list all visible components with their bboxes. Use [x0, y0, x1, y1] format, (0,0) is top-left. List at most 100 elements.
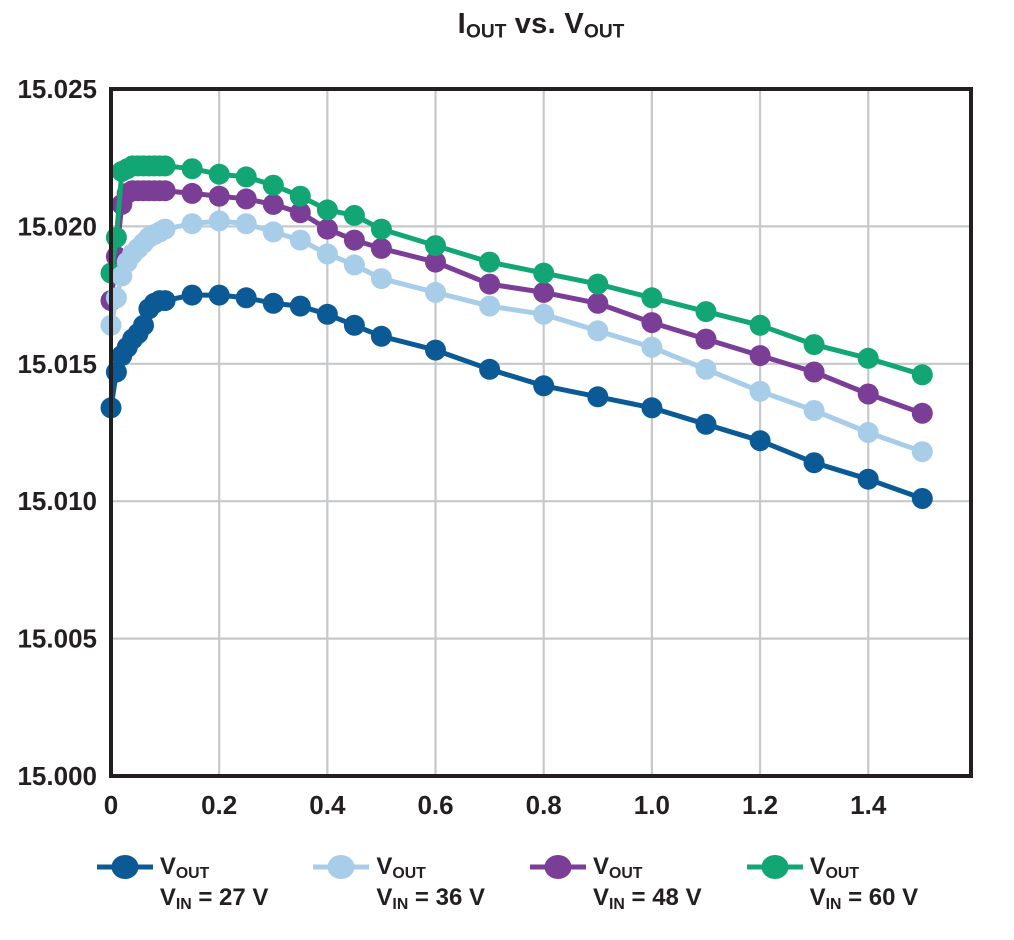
- legend-condition-label: VIN = 27 V: [159, 884, 269, 913]
- legend-series-label: VOUT: [159, 853, 210, 882]
- data-point-vin36: [803, 400, 825, 421]
- legend-condition-label: VIN = 36 V: [376, 884, 485, 913]
- data-point-vin27: [479, 358, 501, 380]
- data-point-vin48: [316, 218, 338, 240]
- series-line-vin27: [108, 292, 925, 501]
- data-point-vin60: [343, 204, 365, 226]
- data-point-vin27: [235, 287, 257, 309]
- y-tick-label: 15.010: [17, 486, 97, 516]
- y-tick-label: 15.000: [17, 761, 97, 791]
- data-point-vin27: [181, 284, 203, 306]
- data-point-vin27: [343, 314, 365, 336]
- legend-series-marker-icon: [96, 855, 153, 879]
- axis-box: [109, 87, 973, 778]
- data-point-vin48: [154, 180, 176, 202]
- data-point-vin36: [533, 303, 555, 325]
- data-point-vin60: [749, 314, 771, 336]
- data-point-vin36: [695, 358, 717, 380]
- data-point-vin36: [857, 422, 879, 443]
- data-point-vin27: [857, 468, 879, 490]
- data-point-vin27: [695, 413, 717, 435]
- x-tick-label: 1.0: [634, 790, 670, 820]
- data-point-vin60: [587, 273, 609, 295]
- data-point-vin36: [343, 254, 365, 276]
- data-point-vin60: [695, 301, 717, 323]
- data-point-vin48: [208, 185, 230, 207]
- data-point-vin27: [133, 314, 154, 336]
- data-point-vin27: [262, 292, 284, 314]
- data-point-vin48: [425, 251, 446, 273]
- legend-item: VOUT VIN = 27 V: [96, 852, 269, 914]
- data-point-vin36: [587, 320, 609, 342]
- plot-area: 15.000 15.005 15.010 15.015 15.020 15.025 0 0.2…: [17, 74, 973, 820]
- data-point-vin36: [911, 441, 933, 463]
- data-point-vin48: [641, 312, 663, 334]
- data-point-vin48: [803, 361, 825, 383]
- legend-series-label: VOUT: [376, 853, 426, 882]
- y-tick-label: 15.020: [17, 211, 97, 241]
- data-point-vin48: [479, 273, 501, 295]
- data-point-vin48: [181, 182, 203, 204]
- legend-series-label: VOUT: [593, 853, 643, 882]
- data-point-vin27: [749, 430, 771, 452]
- y-tick-label: 15.025: [17, 74, 97, 104]
- data-point-vin60: [235, 166, 257, 188]
- legend-item: VOUT VIN = 48 V: [529, 852, 702, 914]
- data-point-vin60: [533, 262, 555, 284]
- data-point-vin48: [533, 281, 555, 303]
- data-point-vin36: [235, 213, 257, 235]
- data-point-vin36: [749, 380, 771, 402]
- legend-item: VOUT VIN = 60 V: [746, 852, 918, 914]
- legend: VOUT VIN = 27 V VOUT VIN = 36 V VOUT VIN…: [0, 852, 1014, 914]
- data-point-vin36: [154, 218, 176, 240]
- data-point-vin60: [208, 163, 230, 185]
- y-tick-label: 15.015: [17, 349, 97, 379]
- data-point-vin60: [803, 334, 825, 356]
- data-point-vin27: [533, 375, 555, 397]
- data-point-vin36: [262, 221, 284, 243]
- x-tick-label: 0.2: [201, 790, 237, 820]
- legend-series-marker-icon: [313, 855, 370, 879]
- legend-series-label: VOUT: [809, 853, 860, 882]
- data-point-vin36: [425, 281, 446, 303]
- legend-condition-label: VIN = 48 V: [593, 884, 702, 913]
- data-point-vin36: [641, 336, 663, 358]
- data-point-vin60: [425, 235, 446, 257]
- data-point-vin48: [695, 328, 717, 350]
- data-point-vin48: [911, 402, 933, 424]
- data-point-vin27: [425, 339, 446, 361]
- data-point-vin60: [181, 158, 203, 180]
- data-point-vin27: [803, 452, 825, 474]
- data-point-vin60: [911, 364, 933, 386]
- data-point-vin36: [316, 243, 338, 265]
- x-tick-label: 0.4: [309, 790, 346, 820]
- legend-series-marker-icon: [530, 855, 586, 879]
- data-point-vin27: [316, 303, 338, 325]
- data-point-vin36: [289, 229, 311, 251]
- x-tick-label: 0.8: [526, 790, 562, 820]
- data-point-vin60: [641, 287, 663, 309]
- data-point-vin60: [289, 185, 311, 207]
- data-point-vin60: [479, 251, 501, 273]
- data-point-vin48: [343, 229, 365, 251]
- data-point-vin48: [587, 292, 609, 314]
- x-tick-label: 1.2: [742, 790, 778, 820]
- data-point-vin60: [316, 199, 338, 221]
- data-point-vin36: [208, 210, 230, 232]
- legend-item: VOUT VIN = 36 V: [312, 852, 485, 914]
- x-tick-label: 0.6: [417, 790, 453, 820]
- data-point-vin27: [154, 290, 176, 312]
- data-point-vin60: [857, 347, 879, 369]
- data-point-vin36: [181, 213, 203, 235]
- data-point-vin60: [154, 155, 176, 177]
- data-point-vin48: [235, 188, 257, 210]
- data-point-vin48: [749, 345, 771, 367]
- y-tick-label: 15.005: [17, 624, 97, 654]
- data-point-vin27: [911, 488, 933, 509]
- data-point-vin60: [370, 218, 392, 240]
- data-point-vin27: [587, 386, 609, 408]
- data-point-vin27: [370, 325, 392, 347]
- data-point-vin27: [641, 397, 663, 419]
- data-point-vin60: [262, 174, 284, 196]
